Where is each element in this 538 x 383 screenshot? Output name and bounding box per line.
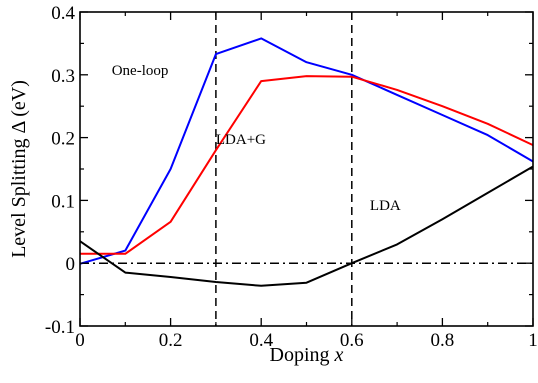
plot-content [79, 12, 534, 326]
x-axis-title: Doping x [270, 344, 344, 366]
y-axis-title: Level Splitting Δ (eV) [8, 80, 30, 258]
x-tick-label: 0.8 [431, 330, 455, 351]
y-tick-label: 0.4 [51, 3, 75, 24]
annotations: One-loop LDA+G LDA [112, 63, 401, 214]
x-tick-label: 0.2 [159, 330, 183, 351]
plot-frame [79, 11, 534, 327]
series-line-lda-g [80, 75, 534, 255]
series-line-lda [79, 165, 534, 287]
x-tick-label: 0 [75, 330, 85, 351]
x-axis-label: Doping [270, 344, 330, 366]
y-tick-label: 0.1 [51, 191, 75, 212]
annotation-lda: LDA [370, 198, 401, 214]
annotation-one-loop: One-loop [112, 63, 169, 79]
x-axis-variable: x [334, 344, 344, 366]
y-tick-label: 0.2 [51, 129, 75, 150]
y-tick-label: 0.3 [51, 66, 75, 87]
axis-ticks [79, 11, 534, 327]
x-tick-labels: 0 0.2 0.4 0.6 0.8 1 [75, 330, 538, 351]
x-tick-label: 0.4 [249, 330, 273, 351]
x-tick-label: 0.6 [340, 330, 364, 351]
y-tick-label: -0.1 [45, 317, 75, 338]
x-tick-label: 1 [528, 330, 538, 351]
annotation-lda-g: LDA+G [216, 132, 266, 148]
series-line-one-loop [79, 37, 534, 265]
y-tick-labels: -0.1 0 0.1 0.2 0.3 0.4 [45, 3, 76, 338]
y-tick-label: 0 [66, 254, 76, 275]
